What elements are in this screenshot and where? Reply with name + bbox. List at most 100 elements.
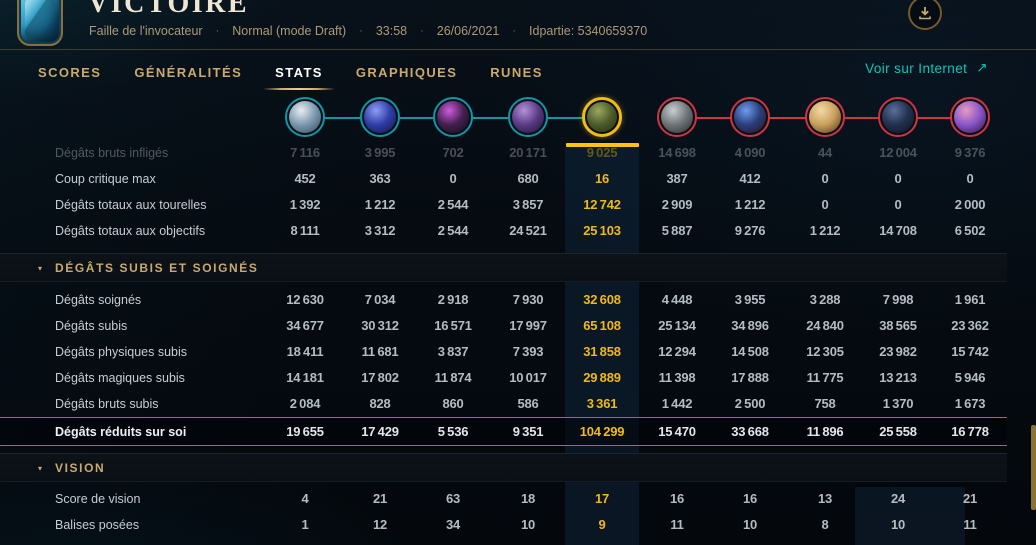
portrait-champion-3[interactable] xyxy=(433,97,473,137)
meta-game-id: Idpartie: 5340659370 xyxy=(529,24,648,38)
stat-row-label: Dégâts subis xyxy=(55,319,128,333)
stat-row[interactable]: Dégâts soignés 12 630 7 034 2 918 7 930 32 60… xyxy=(0,287,1007,313)
stat-cell: 17 888 xyxy=(731,370,769,385)
stat-cell: 32 608 xyxy=(583,292,621,307)
portrait-champion-10[interactable] xyxy=(950,97,990,137)
tab-scores[interactable]: SCORES xyxy=(38,65,102,80)
stat-cell: 0 xyxy=(821,197,829,212)
stat-row[interactable]: Coup critique max 452 363 0 680 16 387 412 0 0 0 xyxy=(0,166,1007,192)
stat-cell: 44 xyxy=(817,147,833,160)
stat-row[interactable]: Score de vision 4 21 63 18 17 16 16 13 24 21 xyxy=(0,486,1007,512)
stat-cell: 3 837 xyxy=(437,344,469,359)
stat-cell: 828 xyxy=(369,396,391,411)
download-button[interactable] xyxy=(908,0,942,30)
stat-cell: 21 xyxy=(962,491,978,506)
stat-cell: 10 017 xyxy=(509,370,547,385)
stat-cell: 452 xyxy=(294,171,316,186)
stat-cell: 1 370 xyxy=(882,396,914,411)
portrait-champion-8[interactable] xyxy=(805,97,845,137)
stat-cell: 3 857 xyxy=(512,197,544,212)
champion-avatar xyxy=(661,101,693,133)
stat-cell: 14 508 xyxy=(731,344,769,359)
stat-cell: 2 544 xyxy=(437,223,469,238)
stat-cell: 11 775 xyxy=(806,370,844,385)
stat-cell: 1 212 xyxy=(809,223,841,238)
stat-cell: 2 909 xyxy=(661,197,693,212)
tab-runes[interactable]: RUNES xyxy=(490,65,543,80)
stat-cell: 16 xyxy=(742,491,758,506)
meta-separator: · xyxy=(215,25,220,37)
stat-row-label: Dégâts soignés xyxy=(55,293,142,307)
stat-cell: 9 xyxy=(598,517,606,532)
stat-cell: 1 392 xyxy=(289,197,321,212)
section-title: VISION xyxy=(55,461,106,475)
stat-cell: 5 887 xyxy=(661,223,693,238)
view-on-internet-link[interactable]: Voir sur Internet ↗ xyxy=(865,60,988,76)
stat-cell: 12 004 xyxy=(879,147,917,160)
champion-avatar xyxy=(809,101,841,133)
stat-cell: 9 376 xyxy=(954,147,986,160)
stat-cell: 2 500 xyxy=(734,396,766,411)
scrollbar-thumb[interactable] xyxy=(1031,425,1036,510)
section-header-d-g-ts-subis-et-soign-s[interactable]: ▾ DÉGÂTS SUBIS ET SOIGNÉS xyxy=(0,253,1007,282)
stat-cell: 16 778 xyxy=(951,424,989,439)
stat-cell: 7 998 xyxy=(882,292,914,307)
portrait-champion-5[interactable] xyxy=(582,97,622,137)
stat-cell: 25 134 xyxy=(658,318,696,333)
stat-cell: 10 xyxy=(742,517,758,532)
portrait-champion-7[interactable] xyxy=(730,97,770,137)
stat-row[interactable]: Dégâts réduits sur soi 19 655 17 429 5 536 9… xyxy=(0,417,1007,446)
stat-cell: 1 442 xyxy=(661,396,693,411)
stat-cell: 586 xyxy=(517,396,539,411)
champion-avatar xyxy=(734,101,766,133)
stat-row[interactable]: Balises posées 1 12 34 10 9 11 10 8 10 11 xyxy=(0,512,1007,538)
section-header-vision[interactable]: ▾ VISION xyxy=(0,453,1007,482)
stat-cell: 34 xyxy=(445,517,461,532)
meta-mode: Normal (mode Draft) xyxy=(232,24,347,38)
stat-cell: 6 502 xyxy=(954,223,986,238)
champion-avatar xyxy=(587,102,617,132)
stat-row[interactable]: Dégâts totaux aux tourelles 1 392 1 212 2 5… xyxy=(0,192,1007,218)
stat-cell: 3 995 xyxy=(364,147,396,160)
stat-cell: 4 xyxy=(301,491,309,506)
stat-cell: 11 398 xyxy=(658,370,696,385)
champion-avatar xyxy=(954,101,986,133)
stat-cell: 7 034 xyxy=(364,292,396,307)
stat-cell: 16 xyxy=(669,491,685,506)
portrait-champion-9[interactable] xyxy=(878,97,918,137)
portrait-champion-1[interactable] xyxy=(285,97,325,137)
stat-cell: 16 571 xyxy=(434,318,472,333)
stat-cell: 0 xyxy=(894,197,902,212)
stat-row-label: Dégâts totaux aux objectifs xyxy=(55,224,206,238)
stat-row[interactable]: Dégâts bruts infligés 7 116 3 995 702 20 171… xyxy=(0,147,1007,166)
stat-cell: 12 305 xyxy=(806,344,844,359)
tab-generalites[interactable]: GÉNÉRALITÉS xyxy=(134,65,243,80)
stat-row[interactable]: Dégâts magiques subis 14 181 17 802 11 874 1… xyxy=(0,365,1007,391)
stat-cell: 104 299 xyxy=(579,424,625,439)
stat-row-label: Dégâts magiques subis xyxy=(55,371,185,385)
stat-row[interactable]: Dégâts subis 34 677 30 312 16 571 17 997 65 1… xyxy=(0,313,1007,339)
tab-graphiques[interactable]: GRAPHIQUES xyxy=(355,65,458,80)
stat-cell: 12 xyxy=(372,517,388,532)
portrait-champion-4[interactable] xyxy=(508,97,548,137)
stat-row[interactable]: Dégâts totaux aux objectifs 8 111 3 312 2 5… xyxy=(0,218,1007,244)
stat-row[interactable]: Dégâts physiques subis 18 411 11 681 3 837 7… xyxy=(0,339,1007,365)
meta-duration: 33:58 xyxy=(375,24,408,38)
stat-cell: 0 xyxy=(821,171,829,186)
tab-stats[interactable]: STATS xyxy=(263,50,335,95)
stat-row-label: Balises posées xyxy=(55,518,140,532)
stat-cell: 1 212 xyxy=(734,197,766,212)
meta-separator: · xyxy=(512,25,517,37)
portrait-champion-6[interactable] xyxy=(657,97,697,137)
stat-cell: 25 558 xyxy=(879,424,917,439)
champion-avatar xyxy=(512,101,544,133)
stat-cell: 2 918 xyxy=(437,292,469,307)
portrait-champion-2[interactable] xyxy=(360,97,400,137)
tab-bar: SCORES GÉNÉRALITÉS STATS GRAPHIQUES RUNE… xyxy=(0,50,1036,95)
selected-champion-underline xyxy=(566,143,639,147)
stat-cell: 34 896 xyxy=(731,318,769,333)
view-on-internet-label: Voir sur Internet xyxy=(865,60,968,76)
stat-cell: 1 961 xyxy=(954,292,986,307)
stat-row[interactable]: Dégâts bruts subis 2 084 828 860 586 3 361 1 4… xyxy=(0,391,1007,417)
stat-cell: 23 362 xyxy=(951,318,989,333)
